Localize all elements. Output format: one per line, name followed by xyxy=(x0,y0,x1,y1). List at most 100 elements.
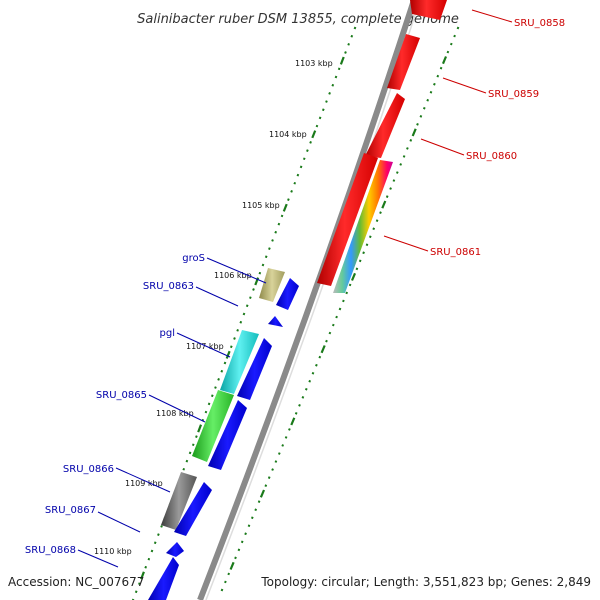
tick-mark xyxy=(233,337,236,340)
label-SRU_0866[interactable]: SRU_0866 xyxy=(63,464,114,475)
tick-mark xyxy=(422,106,426,110)
tick-mark xyxy=(242,312,246,316)
accession-text: Accession: NC_007677 xyxy=(8,575,144,589)
tick-mark xyxy=(339,56,345,65)
tick-mark xyxy=(249,296,252,299)
tick-mark xyxy=(416,123,419,126)
tick-mark xyxy=(277,222,281,226)
tick-mark xyxy=(302,157,306,161)
tick-mark xyxy=(395,171,399,174)
tick-mark xyxy=(254,277,260,286)
tick-mark xyxy=(144,565,148,569)
feature-SRU_0861[interactable] xyxy=(333,160,393,293)
tick-mark xyxy=(150,549,154,553)
tick-mark xyxy=(160,525,163,528)
tick-mark xyxy=(353,26,357,30)
tick-mark xyxy=(350,34,354,38)
tick-mark xyxy=(140,571,145,580)
tick-mark xyxy=(182,467,186,471)
tick-mark xyxy=(301,396,305,399)
feature-SRU_0867[interactable] xyxy=(174,482,212,536)
label-groS[interactable]: groS xyxy=(182,253,205,264)
tick-mark xyxy=(321,108,325,112)
tick-mark xyxy=(288,428,291,431)
tick-mark xyxy=(261,263,265,267)
feature-SRU_0858[interactable] xyxy=(410,0,447,20)
feature-pgl[interactable] xyxy=(220,330,259,394)
label-pgl[interactable]: pgl xyxy=(160,328,175,339)
tick-mark xyxy=(399,163,403,166)
tick-mark xyxy=(392,179,396,182)
tick-mark xyxy=(337,67,341,71)
tick-mark xyxy=(282,203,288,212)
tick-mark xyxy=(258,271,262,275)
label-SRU_0865[interactable]: SRU_0865 xyxy=(96,390,147,401)
feature-SRU_0860-b xyxy=(317,153,378,286)
tick-mark xyxy=(153,541,157,545)
tick-mark xyxy=(299,165,303,169)
tick-mark xyxy=(449,42,453,46)
tick-mark xyxy=(344,51,347,54)
tick-mark xyxy=(197,424,203,433)
tick-mark xyxy=(237,548,241,552)
tick-mark xyxy=(223,361,227,365)
label-SRU_0861[interactable]: SRU_0861 xyxy=(430,247,481,258)
tick-mark xyxy=(338,307,342,311)
feature-labels: SRU_0858 SRU_0859 SRU_0860 SRU_0861 groS… xyxy=(25,18,565,556)
tick-label-1108: 1108 kbp xyxy=(156,409,194,418)
tick-mark xyxy=(379,211,382,214)
feature-SRU_0863[interactable] xyxy=(276,278,299,310)
tick-mark xyxy=(274,230,278,234)
label-SRU_0860[interactable]: SRU_0860 xyxy=(466,151,517,162)
tick-mark xyxy=(439,66,443,70)
tick-mark xyxy=(355,267,359,271)
feature-SRU_0863-b xyxy=(268,316,283,327)
feature-minus-blue-2 xyxy=(208,400,247,470)
feature-groS[interactable] xyxy=(259,268,285,302)
tick-mark xyxy=(268,247,271,250)
feature-SRU_0859[interactable] xyxy=(387,34,420,90)
feature-SRU_0866[interactable] xyxy=(161,472,197,530)
label-SRU_0858[interactable]: SRU_0858 xyxy=(514,18,565,29)
tick-label-1105: 1105 kbp xyxy=(242,201,280,210)
tick-mark xyxy=(315,363,318,367)
tick-mark xyxy=(331,323,335,327)
tick-mark xyxy=(214,386,217,389)
tick-mark xyxy=(290,190,293,193)
tick-mark xyxy=(433,82,436,86)
tick-mark xyxy=(298,404,301,407)
tick-mark xyxy=(320,345,326,354)
tick-mark xyxy=(207,402,211,406)
feature-SRU_0860[interactable] xyxy=(365,93,405,158)
tick-mark xyxy=(325,100,328,103)
tick-mark xyxy=(331,83,335,87)
tick-mark xyxy=(264,484,268,487)
label-SRU_0859[interactable]: SRU_0859 xyxy=(488,89,539,100)
tick-mark xyxy=(280,214,284,218)
tick-mark xyxy=(335,315,338,319)
tick-mark xyxy=(267,476,271,479)
tick-mark xyxy=(441,56,448,65)
label-SRU_0863[interactable]: SRU_0863 xyxy=(143,281,194,292)
tick-mark xyxy=(195,435,198,438)
tick-mark xyxy=(372,227,376,231)
tick-mark xyxy=(365,243,369,247)
label-SRU_0868[interactable]: SRU_0868 xyxy=(25,545,76,556)
tick-mark xyxy=(254,508,258,512)
label-SRU_0867[interactable]: SRU_0867 xyxy=(45,505,96,516)
tick-mark xyxy=(309,141,312,144)
tick-mark xyxy=(191,443,195,447)
tick-mark xyxy=(210,394,214,398)
tick-mark xyxy=(281,444,285,447)
tick-mark xyxy=(147,557,151,561)
tick-mark xyxy=(185,459,189,463)
tick-mark xyxy=(381,200,387,209)
tick-mark xyxy=(274,460,278,463)
tick-label-1109: 1109 kbp xyxy=(125,479,163,488)
tick-mark xyxy=(311,130,317,139)
feature-SRU_0868[interactable] xyxy=(166,542,184,557)
feature-SRU_0865[interactable] xyxy=(192,390,234,462)
genome-summary-text: Topology: circular; Length: 3,551,823 bp… xyxy=(260,575,591,589)
tick-mark xyxy=(234,556,237,560)
